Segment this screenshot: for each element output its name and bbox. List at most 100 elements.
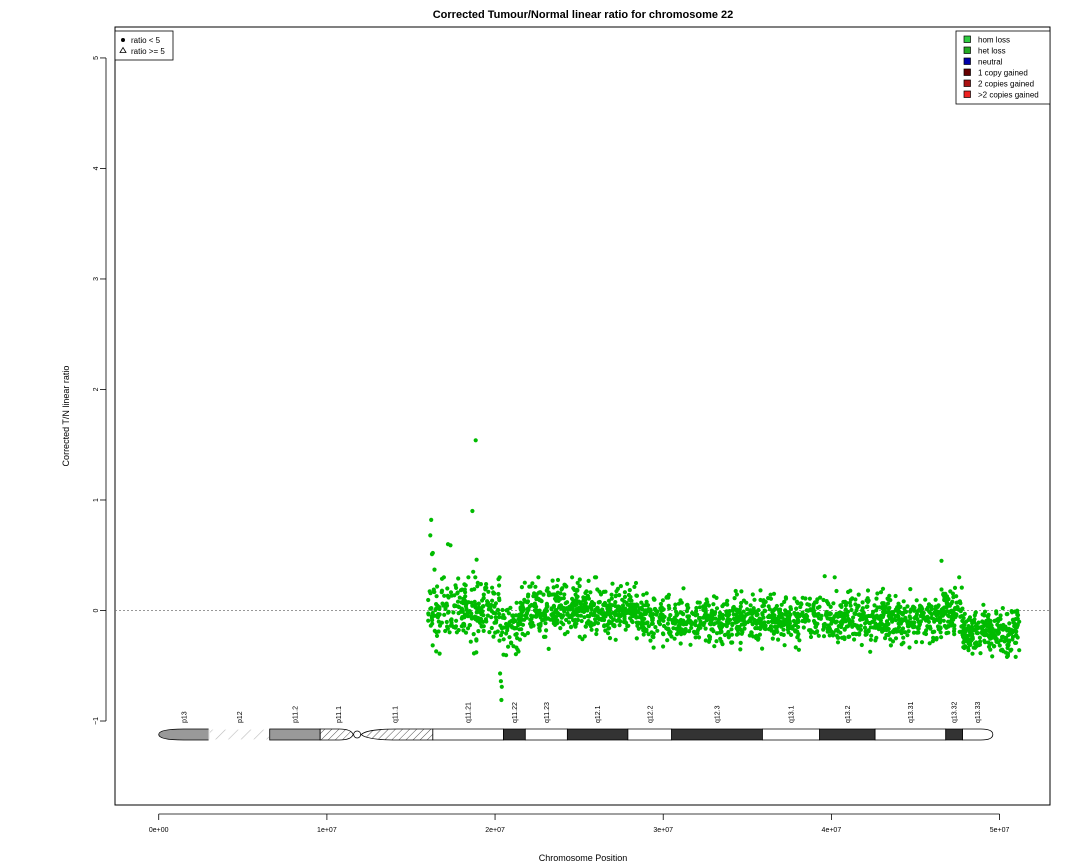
data-point-outlier <box>498 679 503 684</box>
data-point <box>1001 626 1006 631</box>
data-point <box>963 634 969 639</box>
filled-circle-marker-icon <box>121 38 125 42</box>
ideogram-band-label: q13.1 <box>789 705 796 723</box>
y-tick-label: −1 <box>93 717 100 725</box>
shape-legend-box <box>114 30 174 61</box>
state-legend-swatch <box>963 68 971 76</box>
data-point <box>576 599 581 604</box>
data-point <box>462 587 467 592</box>
data-point <box>478 616 484 622</box>
data-point <box>687 629 692 634</box>
data-point <box>856 603 861 609</box>
data-point <box>741 622 746 627</box>
chromosome-ideogram: p13 p12 p11.2 p11.1 q11.1 q11.21 q11.22 q11.23 q… <box>158 701 994 741</box>
data-point <box>911 630 917 635</box>
state-legend-label: 1 copy gained <box>978 69 1028 78</box>
data-point <box>864 619 870 625</box>
data-point <box>432 589 437 595</box>
data-point <box>446 594 451 599</box>
data-point <box>941 611 946 616</box>
data-point <box>469 611 474 616</box>
data-point <box>968 632 974 637</box>
data-point <box>887 593 892 599</box>
data-point <box>583 590 588 596</box>
data-point <box>938 617 943 623</box>
data-point <box>583 624 588 629</box>
data-point <box>939 635 944 640</box>
state-legend-label: hom loss <box>978 36 1010 45</box>
data-point <box>537 626 542 631</box>
data-point <box>694 609 699 614</box>
data-point-outlier <box>474 557 479 562</box>
data-point <box>653 606 658 612</box>
data-point <box>787 619 792 624</box>
data-point <box>1005 645 1010 651</box>
data-point <box>901 599 906 604</box>
data-point <box>915 626 921 631</box>
data-point <box>934 637 939 642</box>
ideogram-band <box>566 728 629 741</box>
data-point <box>426 612 431 617</box>
data-point <box>841 619 846 624</box>
data-point <box>696 635 702 640</box>
data-point <box>514 600 519 605</box>
data-point <box>730 608 735 613</box>
data-point <box>807 602 812 608</box>
data-point <box>455 599 461 604</box>
data-point <box>843 603 849 608</box>
data-point <box>801 625 806 630</box>
data-point <box>989 641 994 646</box>
data-point <box>718 636 723 641</box>
data-point <box>683 620 688 626</box>
data-point <box>491 591 496 596</box>
data-point <box>525 631 531 636</box>
data-point <box>490 598 495 603</box>
data-point <box>504 631 509 636</box>
data-point <box>886 632 891 638</box>
data-point <box>815 613 820 618</box>
data-point <box>844 612 849 617</box>
data-point <box>460 615 465 620</box>
data-point <box>481 624 486 629</box>
data-point <box>838 603 843 608</box>
data-point <box>461 628 466 633</box>
state-legend-swatch <box>963 57 971 65</box>
data-point <box>483 587 488 592</box>
data-point <box>962 611 967 617</box>
data-point <box>601 589 606 595</box>
data-point <box>471 632 476 637</box>
data-point <box>665 638 670 643</box>
data-point <box>895 605 900 610</box>
data-point <box>519 627 524 632</box>
data-point <box>938 630 943 635</box>
ideogram-band-label: q12.1 <box>595 705 602 723</box>
data-point <box>880 601 885 606</box>
data-point <box>673 619 678 624</box>
data-point <box>932 610 937 615</box>
data-point <box>780 612 785 617</box>
data-point-outlier <box>957 575 962 580</box>
data-point <box>544 601 550 607</box>
data-point <box>570 575 575 580</box>
data-point <box>476 601 481 606</box>
data-point <box>661 632 666 637</box>
data-point <box>896 625 902 630</box>
data-point-outlier <box>429 552 435 557</box>
data-point <box>857 631 862 636</box>
data-point <box>984 632 990 638</box>
data-point <box>493 615 498 620</box>
data-point <box>622 599 627 604</box>
data-point <box>589 627 594 632</box>
data-point <box>519 613 524 618</box>
data-point <box>967 616 972 622</box>
y-tick-label: 4 <box>93 166 100 170</box>
data-point <box>969 636 975 642</box>
data-point <box>754 613 759 618</box>
data-point <box>534 594 539 600</box>
data-point <box>1017 648 1022 653</box>
data-point-outlier <box>501 652 506 657</box>
data-point <box>893 593 898 599</box>
data-point <box>996 631 1001 636</box>
data-point <box>453 624 459 629</box>
